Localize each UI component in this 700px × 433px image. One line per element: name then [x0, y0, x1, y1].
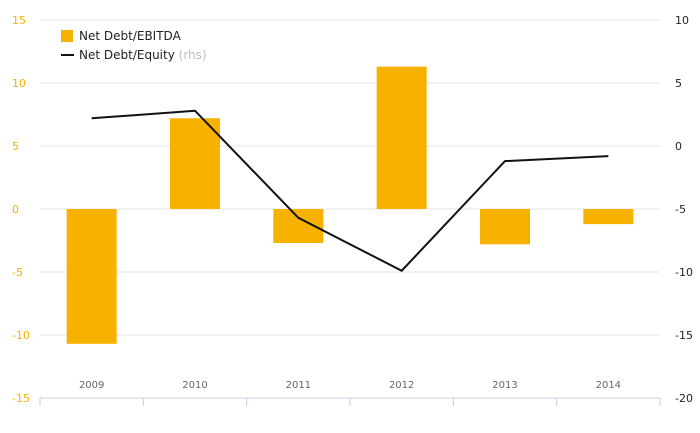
gridlines: [40, 19, 660, 336]
y-left-tick-label: 0: [12, 203, 19, 216]
x-tick-label: 2009: [79, 380, 104, 391]
bar: [170, 118, 220, 209]
x-tick-label: 2014: [596, 380, 621, 391]
bar: [583, 209, 634, 225]
line-series: [91, 109, 609, 272]
bar: [480, 209, 530, 245]
legend-label-line: Net Debt/Equity (rhs): [79, 48, 207, 62]
y-left-tick-label: 15: [12, 14, 26, 27]
legend-label-line-suffix: (rhs): [179, 48, 207, 62]
axes: 15 10 5 0 -5 -10 -15 10 5 0 -5 -10 -15 -20 2009 2010 201…: [12, 14, 693, 406]
y-right-tick-label: 10: [675, 14, 689, 27]
legend-label-line-name: Net Debt/Equity: [79, 48, 175, 62]
legend: Net Debt/EBITDA Net Debt/Equity (rhs): [61, 29, 207, 62]
series-line: [91, 109, 609, 272]
x-tick-label: 2011: [286, 380, 311, 391]
y-right-tick-label: 5: [675, 77, 682, 90]
bar: [376, 66, 427, 210]
y-right-tick-label: -5: [675, 203, 686, 216]
x-tick-label: 2010: [182, 380, 207, 391]
bar: [66, 209, 117, 344]
y-right-tick-label: -10: [675, 266, 693, 279]
bar-series: [66, 66, 634, 344]
y-left-tick-label: -10: [12, 329, 30, 342]
legend-swatch-bar: [61, 30, 73, 42]
y-right-tick-label: -20: [675, 392, 693, 405]
y-left-tick-label: 5: [12, 140, 19, 153]
legend-label-bar: Net Debt/EBITDA: [79, 29, 182, 43]
y-left-tick-label: 10: [12, 77, 26, 90]
y-right-tick-label: -15: [675, 329, 693, 342]
y-right-tick-label: 0: [675, 140, 682, 153]
y-left-tick-label: -5: [12, 266, 23, 279]
x-tick-label: 2012: [389, 380, 414, 391]
y-left-tick-label: -15: [12, 392, 30, 405]
x-tick-label: 2013: [492, 380, 517, 391]
